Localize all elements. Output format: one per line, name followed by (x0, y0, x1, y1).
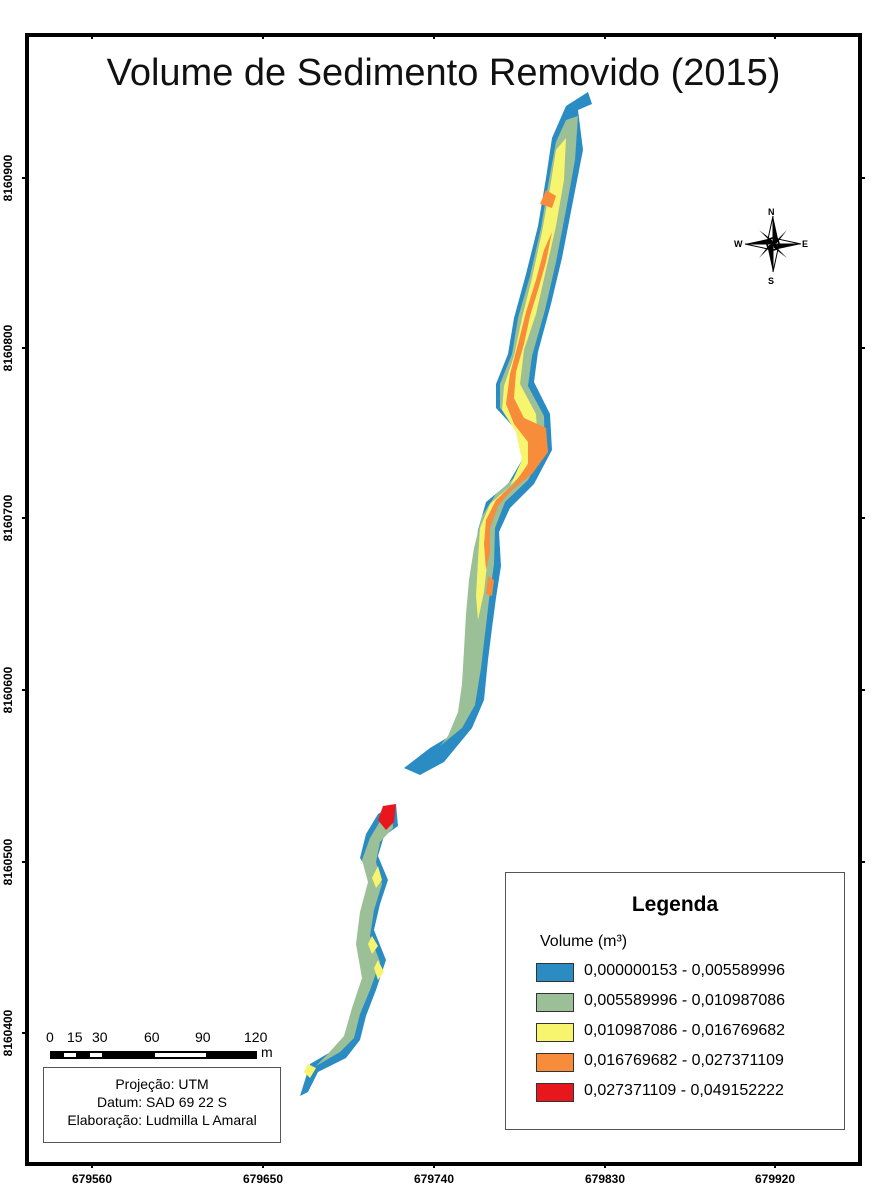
x-tick-label: 679650 (242, 1172, 284, 1186)
river-zone-orange-mid (486, 576, 494, 596)
compass-north-label: N (768, 207, 775, 217)
y-tick-label: 8160800 (1, 324, 15, 372)
x-tick-label: 679740 (413, 1172, 455, 1186)
map-title: Volume de Sedimento Removido (2015) (106, 52, 781, 94)
legend-label: 0,010987086 - 0,016769682 (584, 1022, 786, 1039)
legend-label: 0,016769682 - 0,027371109 (584, 1052, 784, 1069)
y-tick-label: 8160500 (1, 838, 15, 886)
scale-label: 60 (144, 1029, 160, 1045)
datum-text: Datum: SAD 69 22 S (97, 1094, 227, 1110)
river-upper (404, 92, 592, 775)
legend-swatch (536, 993, 574, 1012)
y-tick-label: 8160400 (1, 1009, 15, 1057)
legend-subtitle: Volume (m³) (540, 933, 628, 950)
river-zone-red (378, 804, 396, 830)
scale-bar-graphic (50, 1051, 257, 1059)
map-info-box: Projeção: UTM Datum: SAD 69 22 S Elabora… (43, 1067, 281, 1143)
legend-swatch (536, 1053, 574, 1072)
compass-rose-icon (744, 215, 802, 273)
scale-unit: m (261, 1044, 273, 1060)
map-frame (25, 33, 862, 1166)
scale-label: 30 (92, 1029, 108, 1045)
river-zone-orange-top (540, 190, 556, 208)
projection-text: Projeção: UTM (115, 1076, 209, 1092)
legend-box: Legenda Volume (m³) 0,000000153 - 0,0055… (505, 872, 845, 1130)
legend-label: 0,005589996 - 0,010987086 (584, 992, 786, 1009)
legend-swatch (536, 1083, 574, 1102)
scale-label: 90 (195, 1029, 211, 1045)
y-tick-label: 8160900 (1, 154, 15, 202)
scale-label: 120 (244, 1029, 268, 1045)
legend-swatch (536, 963, 574, 982)
legend-swatch (536, 1023, 574, 1042)
scale-label: 0 (46, 1029, 54, 1045)
x-tick-label: 679830 (584, 1172, 626, 1186)
x-tick-label: 679560 (71, 1172, 113, 1186)
x-tick-label: 679920 (754, 1172, 796, 1186)
author-text: Elaboração: Ludmilla L Amaral (67, 1112, 257, 1128)
legend-title: Legenda (631, 893, 719, 916)
scale-label: 15 (67, 1029, 83, 1045)
river-lower (300, 804, 398, 1096)
compass-south-label: S (768, 276, 775, 286)
compass-west-label: W (734, 239, 743, 249)
legend-label: 0,027371109 - 0,049152222 (584, 1082, 784, 1099)
legend-label: 0,000000153 - 0,005589996 (584, 962, 786, 979)
compass-east-label: E (802, 239, 809, 249)
y-tick-label: 8160700 (1, 494, 15, 542)
y-tick-label: 8160600 (1, 666, 15, 714)
river-zone-yellow (304, 866, 384, 1078)
